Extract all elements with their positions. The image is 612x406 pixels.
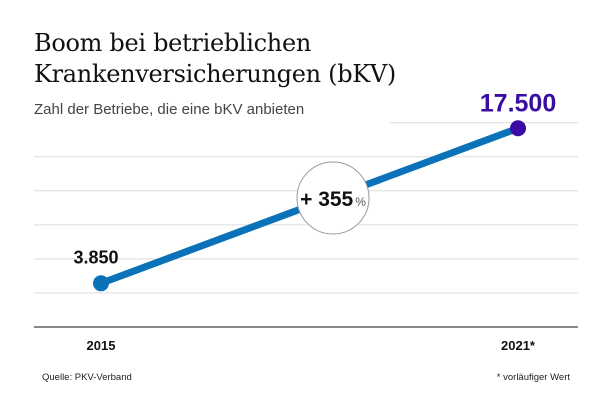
growth-value: + 355 <box>300 188 353 211</box>
chart-title: Boom bei betrieblichen Krankenversicheru… <box>34 28 396 90</box>
x-tick-label: 2021* <box>501 338 536 353</box>
growth-annotation-circle <box>296 161 370 235</box>
source-note: Quelle: PKV-Verband <box>42 372 132 383</box>
growth-annotation: + 355% <box>300 188 366 211</box>
value-label-2015: 3.850 <box>73 247 118 267</box>
footnote: * vorläufiger Wert <box>496 372 570 383</box>
title-line-1: Boom bei betrieblichen <box>34 29 312 57</box>
x-tick-label: 2015 <box>87 338 116 353</box>
data-point-2021 <box>510 120 526 137</box>
chart-subtitle: Zahl der Betriebe, die eine bKV anbieten <box>34 101 305 118</box>
value-label-2021: 17.500 <box>480 89 556 117</box>
title-line-2: Krankenversicherungen (bKV) <box>34 60 396 88</box>
growth-unit: % <box>355 195 366 209</box>
data-point-2015 <box>93 275 109 292</box>
